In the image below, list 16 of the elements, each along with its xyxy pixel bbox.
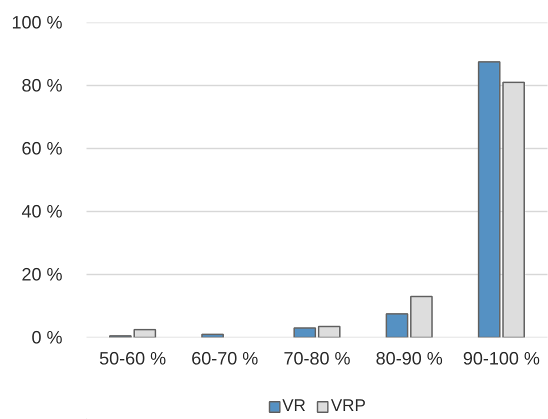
bar (201, 334, 224, 338)
x-tick-label: 60-70 % (191, 348, 258, 368)
y-tick-label: 40 % (21, 202, 63, 222)
bar (478, 61, 501, 338)
x-tick-label: 90-100 % (462, 348, 540, 368)
bar (293, 327, 316, 338)
x-tick-label: 50-60 % (99, 348, 166, 368)
x-tick-label: 70-80 % (283, 348, 351, 368)
x-tick-label: 80-90 % (376, 348, 443, 368)
y-tick-label: 20 % (21, 264, 63, 284)
legend-label: VRP (330, 396, 366, 416)
y-tick-label: 80 % (21, 76, 63, 96)
y-tick-label: 100 % (11, 12, 63, 32)
y-tick-label: 0 % (31, 328, 63, 348)
legend-label: VR (282, 396, 306, 416)
y-tick-label: 60 % (21, 138, 63, 158)
